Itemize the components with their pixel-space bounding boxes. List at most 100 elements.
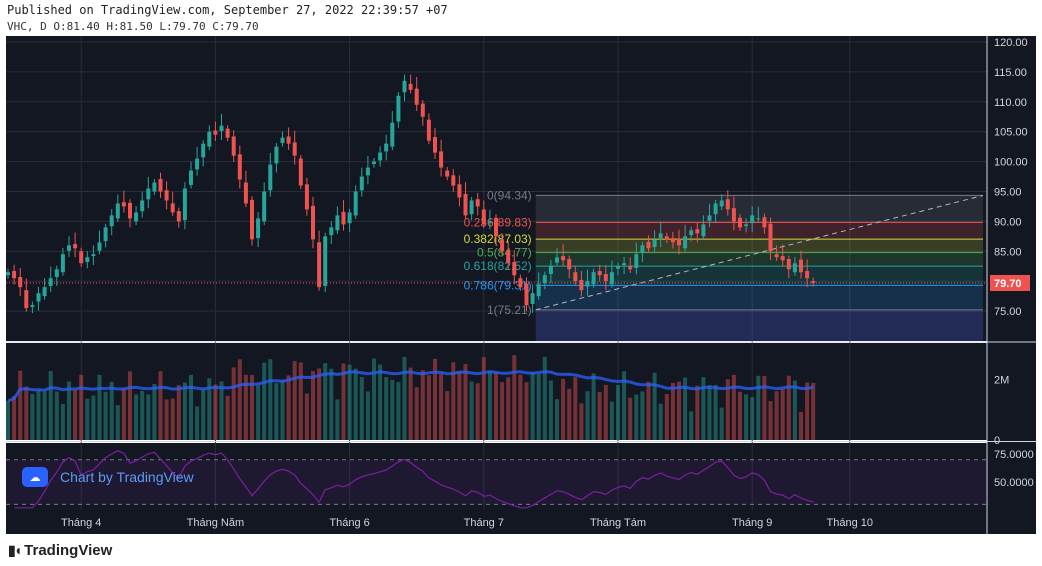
candle (426, 119, 431, 141)
candle (646, 241, 651, 249)
candle (475, 199, 480, 207)
candle (731, 208, 736, 222)
candle (182, 188, 187, 221)
candle (786, 259, 791, 270)
volume-bar (54, 391, 59, 440)
volume-bar (561, 378, 566, 440)
volume-bar (60, 403, 65, 440)
volume-bar (390, 379, 395, 440)
fib-zone (535, 252, 983, 267)
candle (695, 229, 700, 234)
volume-bar (304, 393, 309, 440)
fib-zone (535, 222, 983, 240)
candle (494, 217, 498, 237)
candle (500, 239, 505, 252)
volume-bar (725, 379, 730, 440)
volume-ma-line (7, 370, 814, 403)
candle (396, 95, 401, 122)
volume-bar (719, 407, 724, 440)
volume-bar (329, 368, 334, 440)
time-tick-label: Tháng 6 (329, 517, 369, 529)
volume-bar (115, 405, 120, 440)
candle (170, 203, 175, 213)
candle (85, 257, 90, 263)
fib-zone (535, 266, 983, 286)
volume-bar (750, 397, 755, 440)
volume-bar (30, 394, 35, 440)
volume-bar (91, 395, 96, 440)
volume-bar (121, 388, 126, 440)
volume-bar (634, 394, 639, 440)
volume-bar (628, 397, 633, 440)
candle (451, 175, 456, 186)
price-tick-label: 90.00 (994, 216, 1022, 228)
price-tick-label: 85.00 (994, 246, 1022, 258)
candle (524, 283, 529, 306)
volume-bar (445, 391, 450, 440)
volume-bar (512, 355, 517, 440)
candle (231, 136, 236, 156)
candle (548, 266, 553, 275)
volume-bar (738, 391, 742, 440)
volume-bar (689, 411, 694, 440)
candle (780, 256, 785, 261)
candle (97, 242, 102, 251)
volume-bar (103, 391, 108, 440)
candle (176, 211, 181, 222)
candle (213, 130, 218, 135)
volume-bar (756, 375, 761, 440)
candle (591, 272, 596, 285)
candle (469, 200, 474, 215)
volume-bar (85, 398, 90, 440)
footer-logo[interactable]: ▮◖ TradingView (8, 542, 112, 559)
volume-bar (609, 401, 614, 440)
volume-bar (402, 356, 407, 440)
volume-bar (640, 391, 645, 440)
candle (286, 136, 291, 144)
volume-bar (164, 399, 169, 440)
candle (481, 209, 486, 225)
volume-bar (67, 381, 71, 440)
candle (30, 305, 35, 307)
volume-bar (213, 384, 218, 440)
candle (384, 143, 389, 152)
volume-bar (408, 367, 413, 440)
volume-bar (530, 372, 535, 440)
candle (390, 122, 395, 147)
candle (378, 152, 383, 161)
candle (60, 254, 65, 273)
candle (750, 215, 755, 224)
volume-bar (585, 391, 590, 440)
volume-bar (201, 389, 206, 440)
volume-bar (292, 361, 297, 440)
candle (79, 251, 84, 264)
candle (738, 217, 742, 228)
volume-bar (146, 394, 151, 440)
volume-bar (311, 371, 315, 440)
candle (36, 293, 41, 302)
volume-bar (12, 396, 17, 440)
rsi-band (6, 459, 987, 505)
candle (274, 146, 279, 164)
volume-bar (140, 390, 145, 440)
candle (6, 272, 10, 276)
candle (372, 161, 376, 164)
last-price-label: 79.70 (994, 278, 1022, 290)
time-tick-label: Tháng 4 (61, 517, 101, 529)
volume-tick-label: 2M (994, 374, 1009, 386)
candle (164, 190, 169, 201)
candle (304, 184, 309, 210)
candle (628, 266, 633, 270)
candle (603, 274, 608, 282)
volume-bar (73, 389, 78, 440)
volume-bar (347, 364, 352, 440)
candle (292, 142, 297, 156)
volume-bar (451, 362, 456, 440)
candle (622, 263, 627, 266)
volume-bar (597, 392, 602, 440)
attribution[interactable]: ☁ Chart by TradingView (22, 465, 194, 489)
candle (536, 284, 541, 297)
volume-bar (707, 385, 712, 440)
volume-bar (18, 370, 23, 440)
